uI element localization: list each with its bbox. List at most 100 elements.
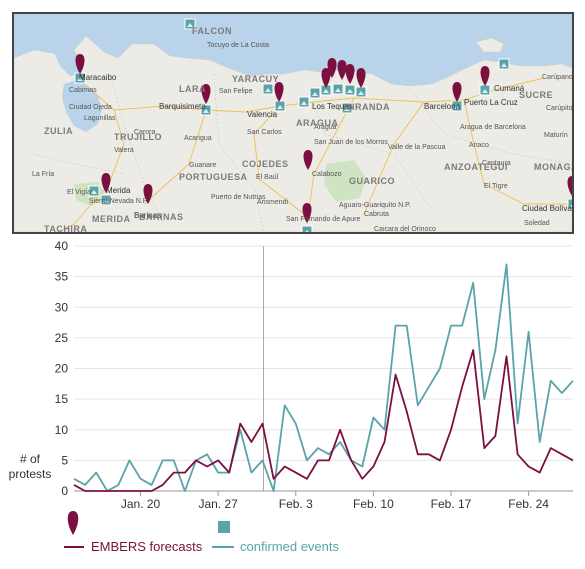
y-tick-label: 10	[55, 423, 69, 437]
land-mass	[14, 35, 572, 232]
place-label: Aragua	[314, 124, 337, 131]
confirmed-event-marker[interactable]	[298, 96, 310, 108]
region-label: MERIDA	[92, 214, 131, 224]
region-label: ZULIA	[44, 126, 73, 136]
legend-confirmed-label: confirmed events	[240, 539, 339, 554]
x-tick-label: Feb. 3	[279, 497, 313, 511]
place-label: San Felipe	[219, 88, 253, 95]
confirmed-event-marker[interactable]	[309, 87, 321, 99]
place-label: El Tigre	[484, 183, 508, 190]
place-label: Valera	[114, 147, 134, 154]
legend-confirmed-square-icon	[218, 521, 230, 533]
place-label: San Carlos	[247, 129, 282, 136]
forecast-pin-icon[interactable]	[201, 84, 211, 104]
confirmed-event-marker[interactable]	[262, 83, 274, 95]
forecast-pin-icon[interactable]	[337, 60, 347, 80]
confirmed-event-marker[interactable]	[88, 185, 100, 197]
region-label: ARAGUA	[296, 118, 339, 128]
y-axis-label: # of protests	[8, 452, 52, 481]
y-tick-label: 20	[55, 362, 69, 376]
place-label: Barinas	[134, 211, 162, 220]
place-label: Soledad	[524, 220, 550, 227]
place-label: Tocuyo de La Costa	[207, 42, 269, 49]
place-label: Maracaibo	[79, 73, 117, 82]
confirmed-event-marker[interactable]	[567, 198, 572, 210]
x-tick-label: Jan. 20	[121, 497, 161, 511]
forecast-pin-icon[interactable]	[452, 82, 462, 102]
y-tick-label: 25	[55, 331, 69, 345]
confirmed-event-marker[interactable]	[355, 86, 367, 98]
confirmed-event-marker[interactable]	[479, 84, 491, 96]
place-label: Puerto La Cruz	[464, 98, 518, 107]
region-label: MONAGAS	[534, 162, 572, 172]
place-label: Ciudad Ojeda	[69, 104, 112, 111]
forecast-pin-icon[interactable]	[274, 82, 284, 102]
place-label: Cabruta	[364, 211, 389, 218]
region-label: SUCRE	[519, 90, 554, 100]
confirmed-event-marker[interactable]	[100, 194, 112, 206]
region-label: YARACUY	[232, 74, 280, 84]
place-label: Mantecal	[219, 232, 247, 234]
confirmed-event-marker[interactable]	[274, 100, 286, 112]
x-tick-label: Feb. 10	[353, 497, 394, 511]
place-label: Valle de la Pascua	[388, 144, 446, 151]
place-label: San Juan de los Morros	[314, 139, 388, 146]
place-label: Calabozo	[312, 171, 342, 178]
gulf-of-venezuela	[54, 50, 82, 76]
line-chart: 0 5 10 15 20 25 30 35 40 Jan. 20 Jan. 27 Feb. 3 Feb.…	[55, 239, 574, 554]
place-label: Puerto de Nutrias	[211, 194, 266, 201]
margarita-island	[475, 37, 505, 53]
legend-forecast-label: EMBERS forecasts	[91, 539, 203, 554]
confirmed-event-marker[interactable]	[344, 84, 356, 96]
forecast-pin-icon[interactable]	[75, 54, 85, 74]
y-tick-label: 15	[55, 392, 69, 406]
region-label: TACHIRA	[44, 224, 88, 234]
forecast-pin-icon[interactable]	[302, 203, 312, 223]
place-label: La Fría	[32, 171, 55, 178]
place-label: Aragua de Barcelona	[460, 124, 526, 131]
y-tick-label: 0	[61, 484, 68, 498]
forecast-pin-icon[interactable]	[303, 150, 313, 170]
y-tick-label: 5	[61, 453, 68, 467]
forecast-pin-icon[interactable]	[101, 173, 111, 193]
forecast-pin-icon[interactable]	[345, 64, 355, 84]
forecast-pin-icon[interactable]	[143, 184, 153, 204]
forecast-pin-icon[interactable]	[321, 68, 331, 88]
x-tick-label: Jan. 27	[198, 497, 238, 511]
place-label: Los Teques	[312, 102, 353, 111]
protest-map[interactable]: Tocuyo de La Costa Maracaibo Cabimas Ciudad…	[12, 12, 574, 234]
legend-forecast-pin-icon	[67, 511, 79, 535]
x-tick-label: Feb. 24	[508, 497, 549, 511]
confirmed-event-marker[interactable]	[498, 58, 510, 70]
forecast-pin-icon[interactable]	[480, 66, 490, 86]
state-borders	[33, 73, 572, 232]
confirmed-event-marker[interactable]	[200, 104, 212, 116]
region-label: LARA	[179, 84, 206, 94]
place-label: Caicara del Orinoco	[374, 226, 436, 233]
place-label: Carúpano	[542, 74, 573, 81]
forecast-pin-icon[interactable]	[327, 58, 337, 78]
place-label: Cabimas	[69, 87, 97, 94]
confirmed-event-marker[interactable]	[341, 102, 353, 114]
place-label: Carúpito	[546, 105, 573, 112]
region-label: COJEDES	[242, 159, 289, 169]
y-tick-label: 30	[55, 300, 69, 314]
confirmed-event-marker[interactable]	[332, 83, 344, 95]
place-label: Arichuna	[269, 232, 297, 234]
series-line	[73, 349, 574, 492]
place-label: Carora	[134, 129, 156, 136]
place-label: Barcelona	[424, 102, 461, 111]
place-label: El Vigía	[67, 189, 91, 196]
place-label: Cantaura	[482, 160, 511, 167]
place-label: Sierra Nevada N.P.	[89, 198, 149, 205]
forecast-pin-icon[interactable]	[356, 68, 366, 88]
y-tick-label: 35	[55, 270, 69, 284]
place-label: Anaco	[469, 142, 489, 149]
confirmed-event-marker[interactable]	[184, 18, 196, 30]
y-tick-label: 40	[55, 239, 69, 253]
place-label: Lagunillas	[84, 115, 116, 122]
park-area	[324, 160, 366, 202]
forecast-pin-icon[interactable]	[567, 176, 573, 196]
region-label: PORTUGUESA	[179, 172, 248, 182]
confirmed-event-marker[interactable]	[301, 225, 313, 232]
